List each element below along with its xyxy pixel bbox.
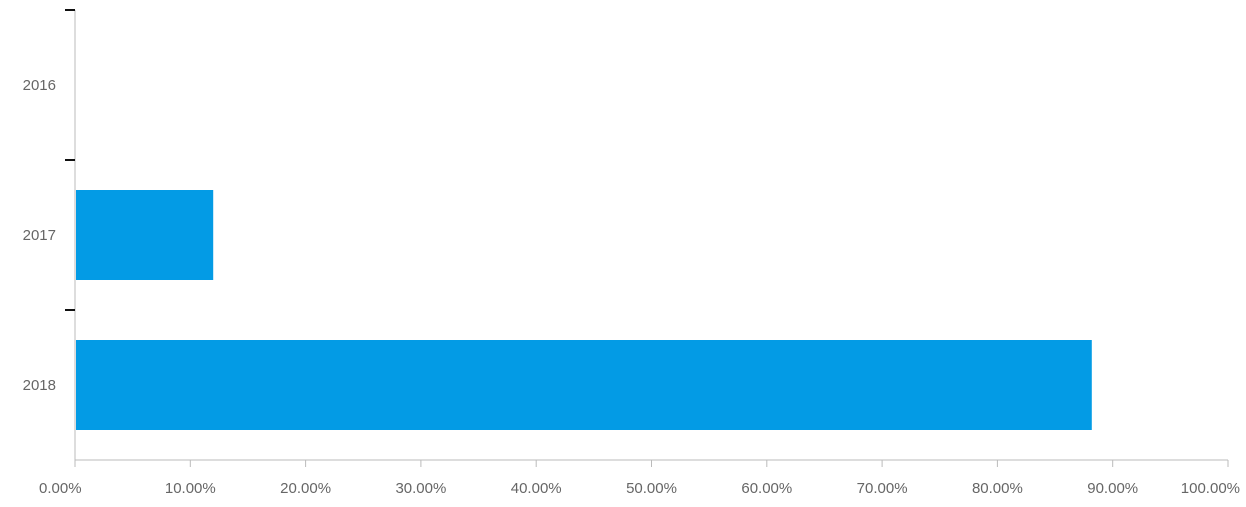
- labels-layer: 2016 2017 2018 0.00% 10.00% 20.00% 30.00% 40.00…: [23, 77, 1240, 497]
- x-tick-label: 50.00%: [626, 480, 677, 497]
- x-tick-label: 60.00%: [741, 480, 792, 497]
- y-tick-label-2017: 2017: [23, 227, 56, 244]
- x-tick-label: 30.00%: [395, 480, 446, 497]
- x-tick-label: 10.00%: [165, 480, 216, 497]
- x-tick-label: 90.00%: [1087, 480, 1138, 497]
- x-tick-label: 70.00%: [857, 480, 908, 497]
- axes-layer: [65, 9, 1229, 467]
- x-tick-label: 0.00%: [39, 480, 82, 497]
- bar-2018: [76, 340, 1092, 430]
- x-tick-label: 20.00%: [280, 480, 331, 497]
- bars-layer: [76, 190, 1092, 430]
- y-tick-label-2016: 2016: [23, 77, 56, 94]
- x-tick-label: 80.00%: [972, 480, 1023, 497]
- bar-2017: [76, 190, 214, 280]
- x-tick-label: 40.00%: [511, 480, 562, 497]
- x-tick-label: 100.00%: [1181, 480, 1240, 497]
- y-tick-label-2018: 2018: [23, 377, 56, 394]
